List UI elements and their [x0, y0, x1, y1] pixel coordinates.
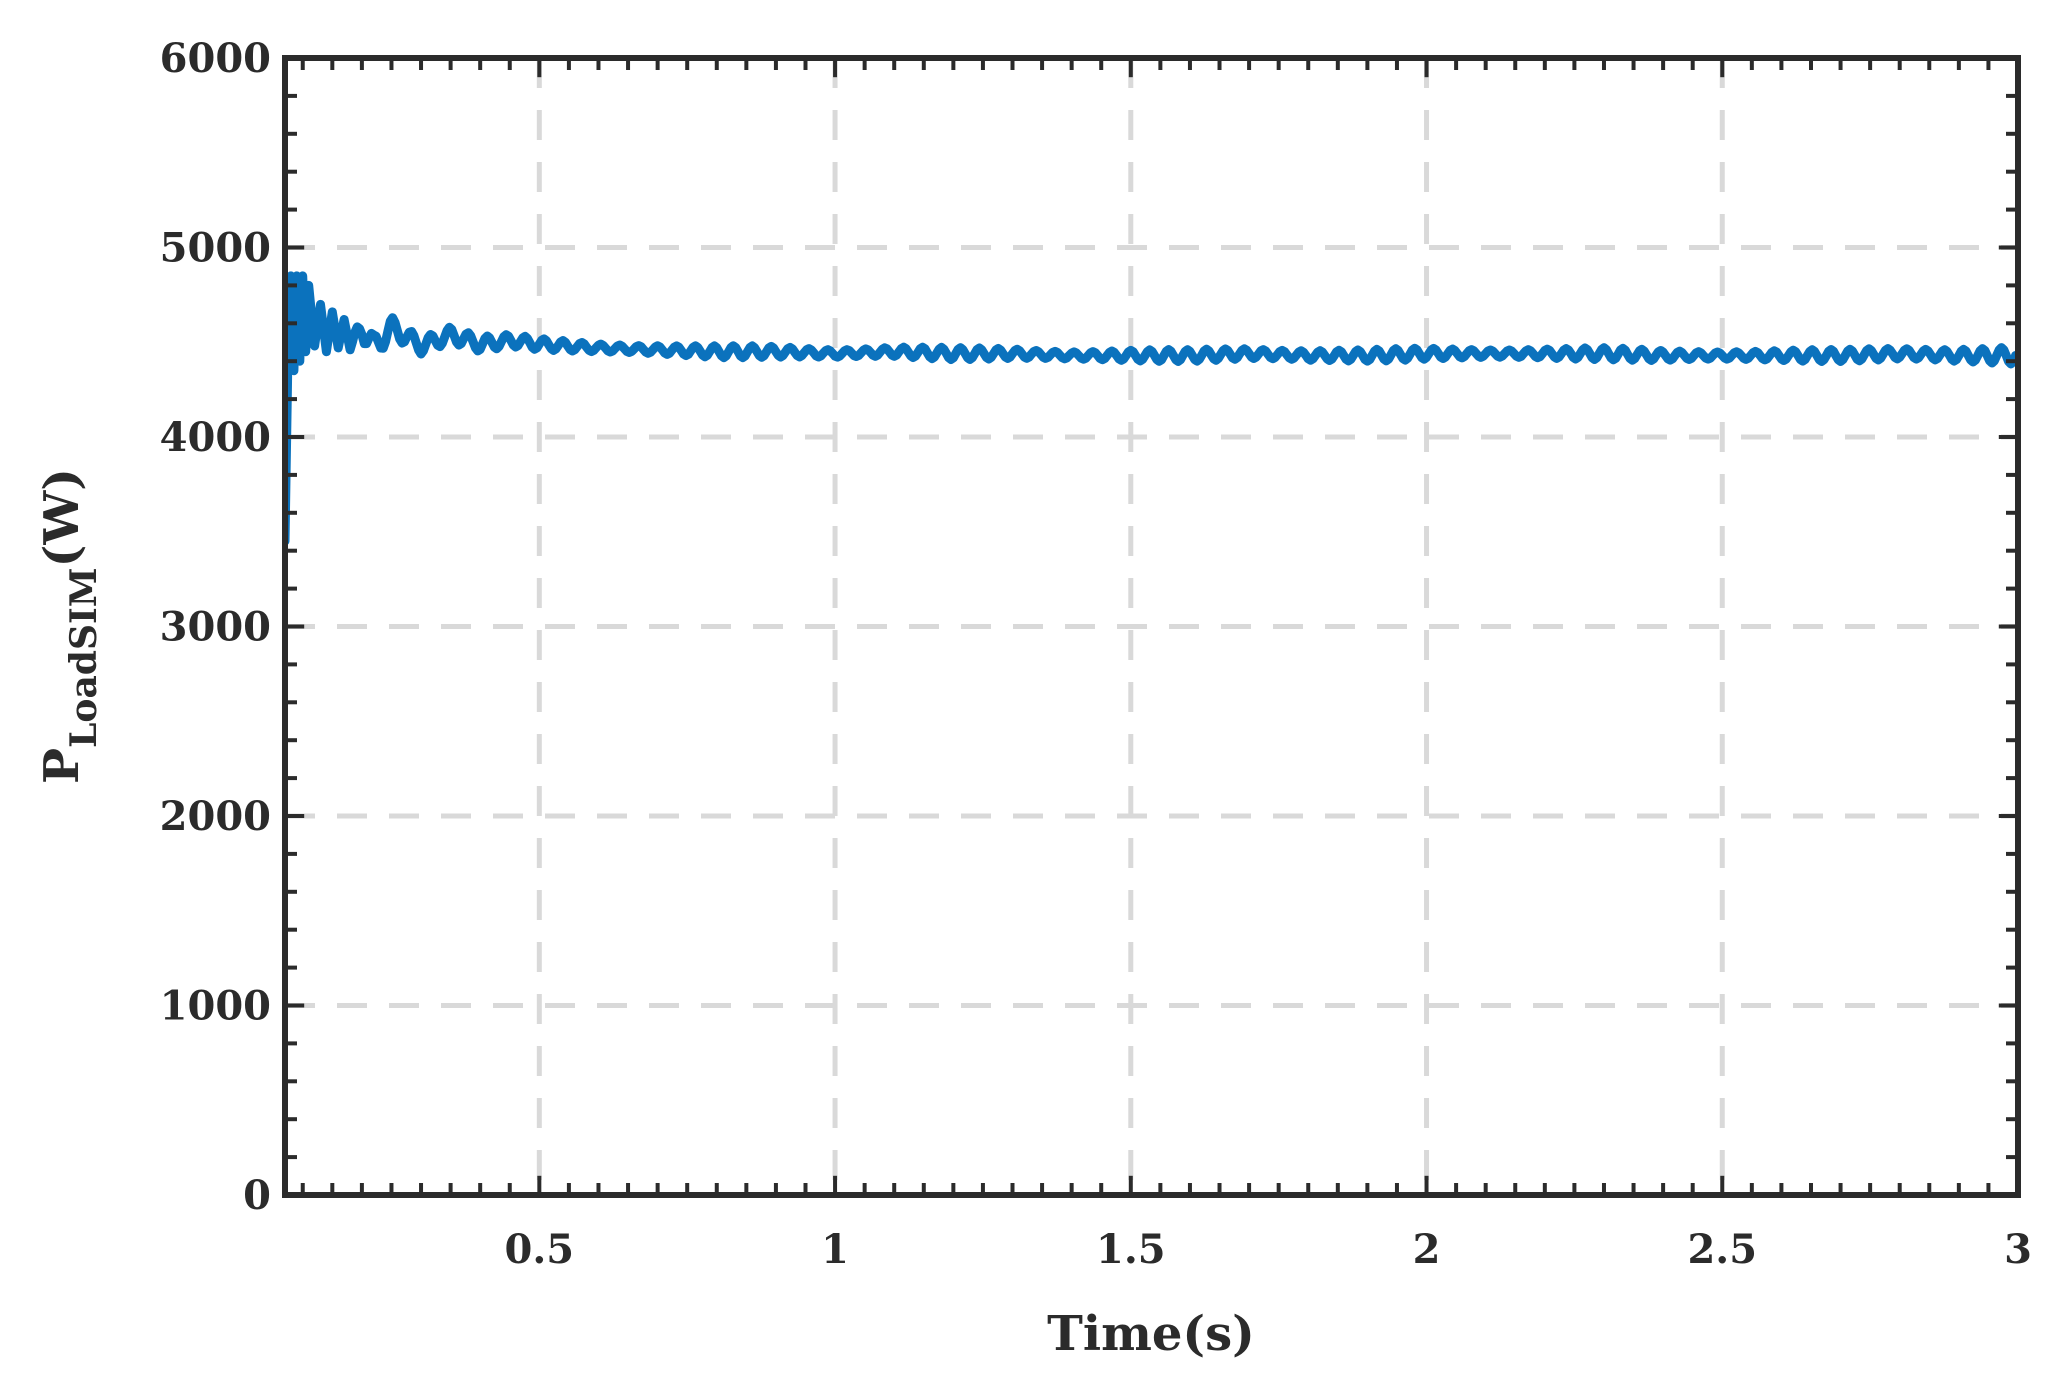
x-tick-label: 2.5: [1687, 1226, 1757, 1273]
x-tick-label: 1: [821, 1226, 849, 1273]
x-tick-labels: 0.5 1 1.5 2 2.5 3: [505, 1226, 2032, 1273]
axes-box: [282, 55, 2021, 1198]
y-tick-label: 4000: [160, 414, 271, 461]
y-tick-label: 2000: [160, 793, 271, 840]
x-axis-label: Time(s): [1047, 1306, 1255, 1362]
x-tick-label: 0.5: [505, 1226, 575, 1273]
grid-lines: [285, 58, 2018, 1195]
series-line: [285, 271, 2018, 546]
y-axis-label-suffix: (W): [34, 468, 90, 567]
x-tick-label: 2: [1413, 1226, 1441, 1273]
y-axis-label-main: P: [34, 748, 90, 784]
x-tick-label: 3: [2004, 1226, 2032, 1273]
y-tick-label: 0: [243, 1172, 271, 1219]
y-axis-label: PLoadSIM(W): [34, 468, 105, 784]
x-tick-label: 1.5: [1096, 1226, 1166, 1273]
y-tick-labels: 0 1000 2000 3000 4000 5000 6000: [160, 35, 271, 1219]
plot-area: [285, 271, 2018, 546]
y-tick-label: 1000: [160, 983, 271, 1030]
y-tick-label: 6000: [160, 35, 271, 82]
y-axis-label-subscript: LoadSIM: [63, 567, 105, 748]
y-tick-label: 5000: [160, 225, 271, 272]
y-tick-label: 3000: [160, 604, 271, 651]
